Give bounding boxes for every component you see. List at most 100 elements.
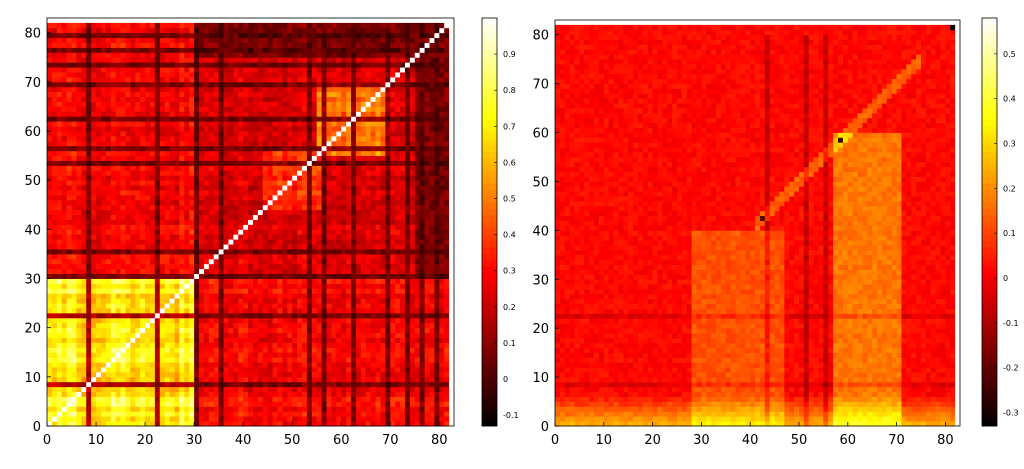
heatmap-cell bbox=[282, 199, 288, 206]
heatmap-cell bbox=[120, 352, 126, 358]
heatmap-cell bbox=[169, 249, 175, 255]
heatmap-cell bbox=[199, 303, 205, 309]
heatmap-cell bbox=[252, 234, 259, 240]
heatmap-cell bbox=[169, 140, 175, 147]
heatmap-cell bbox=[174, 165, 180, 171]
heatmap-cell bbox=[238, 327, 244, 334]
heatmap-cell bbox=[336, 126, 342, 132]
heatmap-cell bbox=[120, 317, 126, 324]
heatmap-cell bbox=[429, 337, 435, 343]
heatmap-cell bbox=[115, 190, 121, 196]
heatmap-cell bbox=[311, 421, 318, 427]
heatmap-cell bbox=[316, 411, 322, 417]
heatmap-cell bbox=[105, 253, 112, 260]
heatmap-cell bbox=[125, 175, 131, 181]
heatmap-cell bbox=[189, 406, 195, 412]
heatmap-cell bbox=[218, 376, 224, 383]
heatmap-cell bbox=[385, 406, 391, 412]
heatmap-cell bbox=[91, 131, 97, 137]
heatmap-cell bbox=[400, 155, 406, 161]
heatmap-cell bbox=[66, 322, 72, 329]
heatmap-cell bbox=[145, 391, 151, 397]
heatmap-cell bbox=[409, 406, 416, 412]
heatmap-cell bbox=[272, 229, 278, 235]
heatmap-cell bbox=[47, 376, 53, 383]
heatmap-cell bbox=[120, 244, 126, 250]
heatmap-cell bbox=[120, 175, 126, 181]
heatmap-cell bbox=[47, 155, 53, 161]
heatmap-cell bbox=[287, 229, 293, 235]
heatmap-cell bbox=[292, 155, 298, 161]
heatmap-cell bbox=[414, 401, 421, 407]
heatmap-cell bbox=[243, 391, 249, 397]
heatmap-cell bbox=[56, 160, 63, 166]
heatmap-cell bbox=[336, 160, 342, 166]
heatmap-cell bbox=[404, 214, 411, 220]
heatmap-cell bbox=[115, 199, 121, 206]
heatmap-cell bbox=[96, 214, 102, 220]
heatmap-cell bbox=[444, 155, 450, 161]
heatmap-cell bbox=[351, 239, 357, 245]
heatmap-cell bbox=[297, 322, 303, 329]
heatmap-cell bbox=[110, 190, 117, 196]
heatmap-cell bbox=[257, 396, 264, 402]
heatmap-cell bbox=[360, 401, 367, 407]
heatmap-cell bbox=[61, 170, 68, 176]
heatmap-cell bbox=[267, 401, 273, 407]
heatmap-cell bbox=[100, 357, 107, 363]
heatmap-cell bbox=[189, 367, 195, 373]
heatmap-cell bbox=[277, 386, 283, 392]
heatmap-cell bbox=[213, 140, 220, 147]
heatmap-cell bbox=[262, 401, 269, 407]
heatmap-cell bbox=[287, 204, 293, 211]
heatmap-cell bbox=[140, 367, 146, 373]
heatmap-cell bbox=[400, 135, 406, 142]
heatmap-cell bbox=[272, 131, 278, 137]
heatmap-cell bbox=[252, 273, 259, 279]
heatmap-cell bbox=[110, 293, 117, 299]
heatmap-cell bbox=[414, 357, 421, 363]
heatmap-cell bbox=[233, 126, 239, 132]
heatmap-cell bbox=[203, 126, 210, 132]
heatmap-cell bbox=[66, 298, 72, 304]
heatmap-cell bbox=[306, 268, 313, 275]
heatmap-cell bbox=[140, 214, 146, 220]
heatmap-cell bbox=[277, 362, 283, 368]
heatmap-cell bbox=[208, 194, 215, 201]
heatmap-cell bbox=[194, 224, 200, 230]
heatmap-cell bbox=[86, 367, 92, 373]
heatmap-cell bbox=[267, 367, 273, 373]
heatmap-cell bbox=[208, 342, 215, 348]
heatmap-cell bbox=[174, 229, 180, 235]
heatmap-cell bbox=[292, 253, 298, 260]
heatmap-cell bbox=[100, 367, 107, 373]
heatmap-cell bbox=[194, 244, 200, 250]
heatmap-cell bbox=[380, 308, 386, 314]
heatmap-cell bbox=[331, 214, 337, 220]
heatmap-cell bbox=[434, 357, 440, 363]
heatmap-cell bbox=[184, 362, 190, 368]
heatmap-cell bbox=[135, 352, 141, 358]
heatmap-cell bbox=[395, 371, 401, 378]
heatmap-cell bbox=[179, 391, 185, 397]
heatmap-cell bbox=[243, 376, 249, 383]
heatmap-cell bbox=[140, 160, 146, 166]
heatmap-cell bbox=[100, 214, 107, 220]
heatmap-cell bbox=[306, 342, 313, 348]
heatmap-cell bbox=[414, 160, 421, 166]
heatmap-cell bbox=[321, 150, 327, 157]
heatmap-cell bbox=[203, 421, 210, 427]
heatmap-cell bbox=[110, 263, 117, 270]
heatmap-cell bbox=[96, 180, 102, 186]
heatmap-cell bbox=[194, 317, 200, 324]
heatmap-cell bbox=[439, 249, 445, 255]
heatmap-cell bbox=[414, 411, 421, 417]
heatmap-cell bbox=[145, 342, 151, 348]
heatmap-cell bbox=[292, 160, 298, 166]
heatmap-cell bbox=[135, 219, 141, 225]
heatmap-cell bbox=[360, 293, 367, 299]
heatmap-cell bbox=[272, 194, 278, 201]
heatmap-cell bbox=[365, 249, 372, 255]
heatmap-cell bbox=[429, 376, 435, 383]
heatmap-cell bbox=[248, 283, 254, 289]
